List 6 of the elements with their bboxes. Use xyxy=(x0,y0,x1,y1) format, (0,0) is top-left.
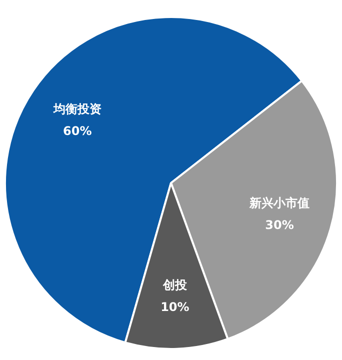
slice-label: 新兴小市值 xyxy=(248,196,310,210)
data-label: 60% xyxy=(63,124,92,138)
data-label: 10% xyxy=(160,300,190,314)
slice-label: 创投 xyxy=(162,278,188,292)
slice-label: 均衡投资 xyxy=(52,102,102,116)
data-label: 30% xyxy=(265,218,294,232)
